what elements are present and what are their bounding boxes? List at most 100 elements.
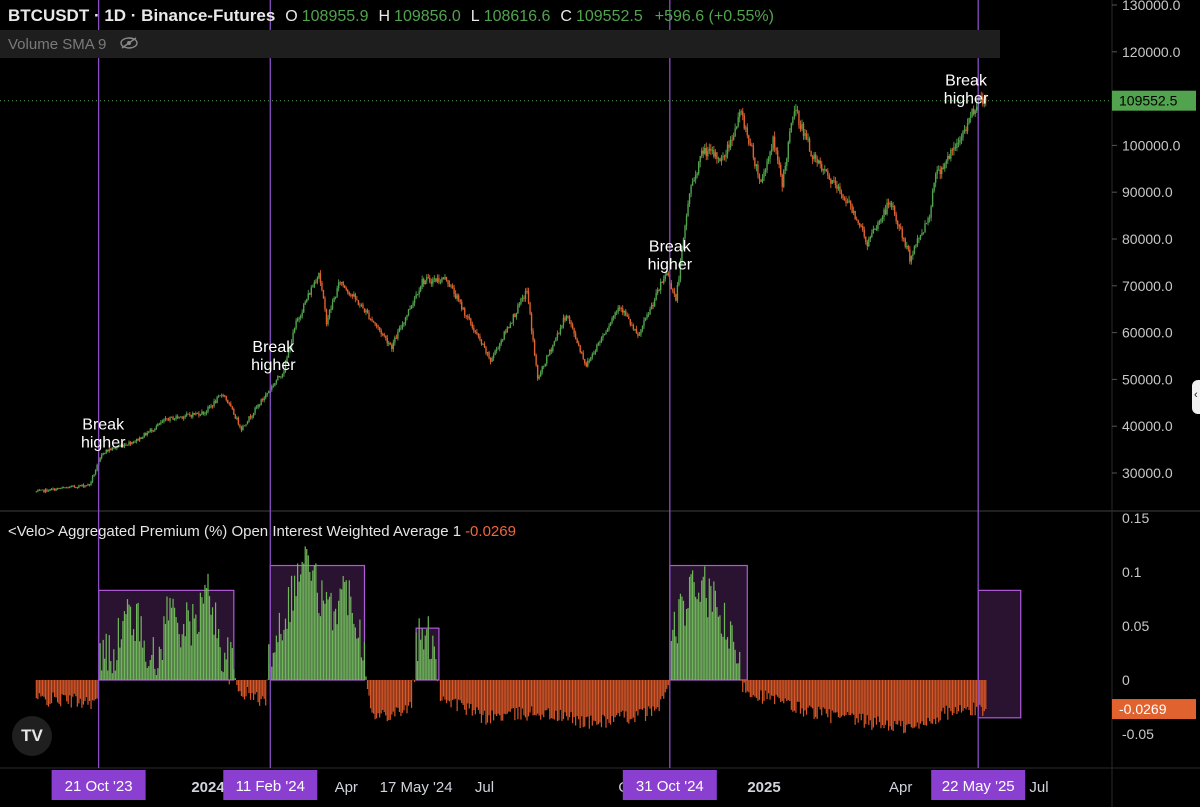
premium-bar [792,680,794,712]
candle-body [962,131,964,138]
premium-bar [827,680,829,718]
premium-bar [710,585,712,680]
premium-bar [736,663,738,680]
low-label: L [470,8,480,25]
premium-bar [804,680,806,711]
premium-bar [319,616,322,680]
premium-bar [743,680,745,683]
premium-bar [597,680,600,725]
premium-bar [111,673,113,680]
premium-bar [839,680,841,719]
candle-body [58,488,60,489]
premium-bar [471,680,473,716]
candle-body [67,487,69,489]
premium-bar [960,680,963,713]
candle-body [792,116,794,124]
tradingview-logo[interactable]: TV [12,716,52,756]
premium-bar [780,680,782,702]
premium-bar [327,599,329,680]
chevron-left-icon: ‹ [1194,389,1198,401]
candle-body [824,169,826,171]
premium-bar [649,680,651,709]
premium-bar [676,643,679,680]
annotation-text: Break [649,238,692,255]
premium-bar [403,680,405,711]
premium-bar [524,680,527,718]
candle-body [123,444,126,447]
candle-body [287,351,290,358]
premium-bar [512,680,514,708]
candle-body [448,284,451,287]
premium-bar [617,680,619,714]
candle-body [673,291,676,295]
candle-body [424,280,426,285]
eye-off-icon[interactable] [120,37,138,49]
premium-bar [616,680,618,716]
candle-body [416,294,419,295]
candle-body [306,299,308,302]
premium-bar [912,680,914,729]
premium-bar [713,581,715,680]
premium-bar [353,623,355,680]
premium-bar [447,680,449,701]
premium-bar [786,680,788,701]
premium-bar [160,648,162,680]
premium-bar [561,680,563,721]
candle-body [254,407,256,414]
premium-bar [205,588,208,680]
candle-body [760,179,762,182]
candle-body [787,142,790,159]
premium-bar [120,639,123,680]
premium-bar [742,680,744,693]
candle-body [757,164,759,175]
premium-bar [862,680,864,714]
indicator-legend[interactable]: <Velo> Aggregated Premium (%) Open Inter… [8,523,516,540]
candle-body [849,200,852,205]
premium-bar [767,680,770,694]
volume-indicator-label[interactable]: Volume SMA 9 [8,36,107,53]
premium-bar [603,680,606,717]
premium-bar [417,661,419,680]
premium-bar [173,607,176,680]
candle-body [737,117,739,127]
collapse-side-panel-button[interactable]: ‹ [1192,380,1200,414]
symbol-title[interactable]: BTCUSDT · 1D · Binance-Futures [8,6,276,25]
candle-body [389,343,391,345]
candle-body [73,485,76,488]
candle-body [807,138,809,140]
premium-bar [833,680,835,713]
candle-body [916,238,919,245]
candle-body [211,405,214,407]
candle-body [854,211,856,220]
candle-body [406,315,408,318]
premium-bar [729,621,732,680]
candle-body [500,340,502,344]
premium-bar [344,581,346,680]
candle-body [570,321,572,325]
candle-body [670,283,673,290]
candle-body [363,308,366,313]
premium-bar [66,680,68,702]
premium-bar [620,680,622,712]
premium-bar [260,680,262,700]
premium-bar [410,680,413,708]
candle-body [35,491,38,493]
premium-bar [277,642,279,680]
candle-body [581,352,583,353]
candle-body [110,449,112,451]
candle-body [242,425,244,431]
premium-bar [757,680,759,701]
premium-bar [462,680,464,705]
candle-body [473,327,475,332]
candle-body [851,204,853,213]
low-value: 108616.6 [483,8,551,25]
premium-bar [672,629,674,680]
candle-body [907,246,910,250]
candle-body [172,416,174,420]
candle-body [862,226,864,230]
candle-body [942,167,944,169]
candle-body [82,484,85,487]
candle-body [939,169,941,175]
premium-bar [43,680,45,697]
